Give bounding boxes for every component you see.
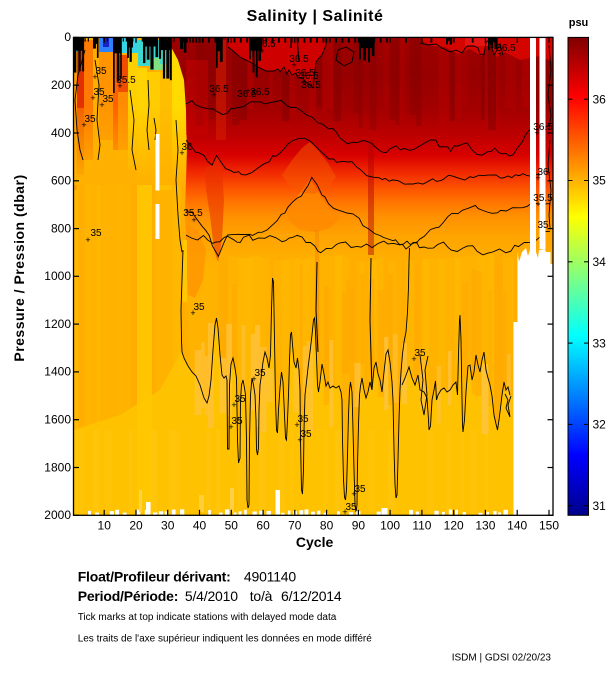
svg-text:Float/Profileur dérivant:49011: Float/Profileur dérivant: 4901140 bbox=[78, 569, 297, 585]
svg-text:35: 35 bbox=[231, 416, 243, 427]
svg-text:+: + bbox=[81, 120, 86, 130]
svg-text:50: 50 bbox=[225, 519, 239, 533]
svg-text:+: + bbox=[99, 100, 104, 110]
svg-text:35: 35 bbox=[537, 220, 549, 231]
svg-text:Cycle: Cycle bbox=[296, 534, 334, 550]
svg-text:+: + bbox=[228, 422, 233, 432]
svg-text:34: 34 bbox=[593, 255, 607, 269]
svg-text:32: 32 bbox=[593, 418, 607, 432]
svg-text:36: 36 bbox=[593, 92, 607, 106]
svg-text:35: 35 bbox=[234, 394, 246, 405]
svg-text:+: + bbox=[179, 148, 184, 158]
svg-text:+: + bbox=[291, 60, 296, 70]
svg-text:Tick marks at top indicate sta: Tick marks at top indicate stations with… bbox=[78, 612, 337, 623]
svg-text:36: 36 bbox=[537, 167, 549, 178]
svg-text:60: 60 bbox=[256, 519, 270, 533]
svg-text:600: 600 bbox=[51, 174, 71, 188]
svg-text:35: 35 bbox=[254, 368, 266, 379]
svg-text:35: 35 bbox=[90, 228, 102, 239]
svg-text:1800: 1800 bbox=[44, 460, 71, 474]
svg-text:2000: 2000 bbox=[44, 508, 71, 522]
svg-text:70: 70 bbox=[288, 519, 302, 533]
svg-text:psu: psu bbox=[569, 17, 589, 29]
svg-text:Pressure / Pression (dbar): Pressure / Pression (dbar) bbox=[11, 174, 27, 361]
svg-text:35: 35 bbox=[193, 302, 205, 313]
svg-text:+: + bbox=[497, 49, 502, 59]
svg-text:+: + bbox=[535, 173, 540, 183]
svg-text:+: + bbox=[90, 93, 95, 103]
svg-text:36.5: 36.5 bbox=[496, 43, 516, 54]
svg-text:0: 0 bbox=[64, 30, 71, 44]
svg-text:36.5: 36.5 bbox=[299, 71, 319, 82]
svg-text:35.5: 35.5 bbox=[116, 75, 136, 86]
svg-text:800: 800 bbox=[51, 221, 71, 235]
svg-text:+: + bbox=[92, 72, 97, 82]
svg-text:10: 10 bbox=[98, 519, 112, 533]
svg-text:36.5: 36.5 bbox=[237, 89, 257, 100]
svg-text:+: + bbox=[190, 308, 195, 318]
svg-text:+: + bbox=[117, 81, 122, 91]
svg-text:+: + bbox=[301, 77, 306, 87]
svg-text:35: 35 bbox=[84, 114, 96, 125]
svg-text:35: 35 bbox=[345, 502, 357, 513]
svg-text:ISDM | GDSI 02/20/23: ISDM | GDSI 02/20/23 bbox=[452, 653, 552, 664]
svg-text:1000: 1000 bbox=[44, 269, 71, 283]
svg-text:+: + bbox=[211, 90, 216, 100]
svg-text:Salinity | Salinité: Salinity | Salinité bbox=[247, 8, 384, 25]
svg-text:+: + bbox=[251, 374, 256, 384]
svg-text:+: + bbox=[534, 128, 539, 138]
svg-text:1400: 1400 bbox=[44, 365, 71, 379]
svg-text:35: 35 bbox=[102, 94, 114, 105]
svg-text:130: 130 bbox=[475, 519, 495, 533]
svg-text:1600: 1600 bbox=[44, 413, 71, 427]
svg-text:33: 33 bbox=[593, 336, 607, 350]
svg-text:+: + bbox=[342, 507, 347, 517]
svg-text:35: 35 bbox=[414, 348, 426, 359]
svg-text:+: + bbox=[297, 435, 302, 445]
svg-text:120: 120 bbox=[444, 519, 464, 533]
svg-text:200: 200 bbox=[51, 78, 71, 92]
svg-text:140: 140 bbox=[507, 519, 527, 533]
svg-text:36.5: 36.5 bbox=[209, 84, 229, 95]
svg-text:35: 35 bbox=[300, 429, 312, 440]
svg-text:36.5: 36.5 bbox=[301, 80, 321, 91]
svg-text:35: 35 bbox=[593, 174, 607, 188]
svg-text:+: + bbox=[85, 235, 90, 245]
svg-text:35: 35 bbox=[297, 414, 309, 425]
svg-text:Les traits de l'axe supérieur: Les traits de l'axe supérieur indiquent … bbox=[78, 634, 373, 645]
svg-text:+: + bbox=[535, 199, 540, 209]
svg-text:31: 31 bbox=[593, 499, 607, 513]
svg-text:36.5: 36.5 bbox=[295, 68, 315, 79]
svg-text:100: 100 bbox=[380, 519, 400, 533]
svg-text:20: 20 bbox=[129, 519, 143, 533]
svg-text:400: 400 bbox=[51, 126, 71, 140]
svg-text:90: 90 bbox=[352, 519, 366, 533]
svg-text:36.5: 36.5 bbox=[250, 87, 270, 98]
svg-text:+: + bbox=[231, 400, 236, 410]
svg-text:+: + bbox=[245, 86, 250, 96]
svg-text:+: + bbox=[259, 46, 264, 56]
svg-text:+: + bbox=[411, 354, 416, 364]
svg-text:35.5: 35.5 bbox=[533, 193, 553, 204]
svg-text:40: 40 bbox=[193, 519, 207, 533]
svg-text:+: + bbox=[351, 489, 356, 499]
svg-text:+: + bbox=[294, 420, 299, 430]
svg-text:110: 110 bbox=[412, 519, 431, 533]
svg-text:35: 35 bbox=[354, 484, 366, 495]
svg-text:36.5: 36.5 bbox=[289, 54, 309, 65]
svg-text:150: 150 bbox=[539, 519, 559, 533]
svg-text:80: 80 bbox=[320, 519, 334, 533]
svg-text:36.5: 36.5 bbox=[256, 39, 276, 50]
svg-text:35: 35 bbox=[93, 87, 105, 98]
svg-text:30: 30 bbox=[161, 519, 175, 533]
svg-text:35: 35 bbox=[95, 66, 107, 77]
svg-text:+: + bbox=[191, 215, 196, 225]
svg-text:35.5: 35.5 bbox=[183, 208, 203, 219]
svg-text:36.5: 36.5 bbox=[533, 122, 553, 133]
svg-text:1200: 1200 bbox=[44, 317, 71, 331]
svg-text:36: 36 bbox=[181, 142, 193, 153]
